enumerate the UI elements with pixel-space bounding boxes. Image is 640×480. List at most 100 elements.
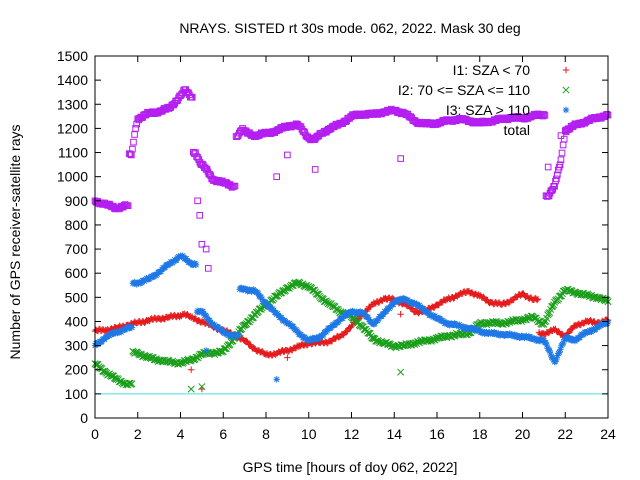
legend: I1: SZA < 70 I2: 70 <= SZA <= 110 I3: SZA … — [398, 62, 570, 138]
data-point — [258, 295, 266, 303]
y-tick-label: 200 — [65, 362, 89, 378]
data-point — [560, 339, 567, 347]
series-plus — [91, 287, 612, 359]
x-tick-label: 18 — [472, 426, 488, 442]
data-point — [552, 357, 559, 365]
data-point — [559, 141, 567, 149]
y-tick-label: 0 — [80, 410, 88, 426]
outlier-point — [187, 385, 195, 393]
data-point — [527, 312, 535, 320]
x-tick-label: 24 — [600, 426, 616, 442]
data-point — [558, 149, 566, 157]
data-point — [568, 325, 576, 333]
outlier-point — [284, 354, 291, 361]
data-point — [553, 355, 560, 363]
data-point — [539, 112, 547, 120]
data-point — [348, 323, 355, 330]
data-point — [126, 150, 134, 158]
legend-marker — [562, 66, 570, 74]
x-tick-label: 4 — [177, 426, 185, 442]
data-point — [203, 313, 210, 320]
y-tick-label: 800 — [65, 217, 89, 233]
data-point — [192, 149, 199, 156]
y-tick-label: 1500 — [57, 48, 88, 64]
series-asterisk — [91, 252, 612, 366]
data-point — [132, 125, 139, 132]
y-tick-label: 500 — [65, 289, 89, 305]
outlier-point — [196, 211, 204, 219]
data-markers — [91, 86, 612, 393]
x-tick-label: 20 — [515, 426, 531, 442]
data-point — [124, 202, 132, 209]
series-square — [91, 86, 612, 213]
x-tick-label: 22 — [557, 426, 573, 442]
outlier-point — [198, 383, 206, 391]
data-point — [542, 339, 550, 346]
data-point — [320, 331, 327, 339]
outlier-point — [397, 155, 404, 162]
data-point — [343, 328, 350, 335]
data-point — [371, 320, 379, 327]
outlier-point — [284, 151, 291, 159]
data-point — [557, 346, 564, 353]
data-point — [480, 293, 487, 301]
outlier-point — [397, 368, 405, 376]
data-point — [327, 324, 335, 331]
x-tick-label: 2 — [134, 426, 142, 442]
y-tick-label: 1200 — [57, 120, 88, 136]
legend-label: I3: SZA > 110 — [446, 102, 530, 118]
data-point — [257, 293, 265, 301]
data-point — [131, 131, 138, 138]
data-point — [274, 310, 281, 317]
data-point — [361, 311, 369, 318]
data-point — [420, 305, 427, 312]
data-point — [547, 350, 554, 358]
legend-label: total — [504, 122, 530, 138]
data-point — [130, 138, 137, 146]
outlier-point — [273, 376, 280, 383]
x-tick-label: 10 — [301, 426, 317, 442]
data-point — [335, 318, 343, 325]
y-axis-label: Number of GPS receiver-satellite rays — [7, 125, 23, 360]
x-tick-label: 14 — [386, 426, 402, 442]
outlier-point — [194, 197, 201, 205]
data-point — [94, 340, 102, 348]
x-axis-label: GPS time [hours of doy 062, 2022] — [243, 459, 458, 475]
data-point — [364, 314, 372, 321]
data-point — [556, 161, 564, 169]
data-point — [206, 317, 213, 324]
data-point — [383, 340, 392, 348]
data-point — [339, 315, 346, 322]
data-point — [554, 171, 561, 179]
data-point — [128, 324, 136, 331]
data-point — [559, 287, 567, 295]
data-point — [231, 182, 239, 190]
data-point — [331, 321, 339, 329]
y-tick-label: 700 — [65, 241, 89, 257]
x-tick-label: 0 — [91, 426, 99, 442]
y-tick-label: 400 — [65, 313, 89, 329]
data-point — [173, 256, 180, 264]
data-point — [416, 302, 423, 309]
outlier-point — [311, 166, 319, 173]
y-tick-label: 1100 — [58, 145, 88, 161]
y-tick-label: 900 — [65, 193, 89, 209]
outlier-point — [544, 163, 552, 171]
data-point — [222, 329, 230, 336]
data-point — [552, 177, 559, 185]
data-point — [192, 261, 200, 269]
data-point — [262, 300, 270, 307]
data-point — [533, 296, 541, 304]
data-point — [374, 317, 381, 324]
outlier-point — [204, 265, 212, 272]
data-point — [128, 380, 136, 388]
chart-title: NRAYS. SISTED rt 30s mode. 062, 2022. Ma… — [179, 20, 520, 36]
data-point — [199, 308, 207, 315]
y-tick-label: 1000 — [57, 169, 88, 185]
legend-marker — [562, 86, 570, 94]
data-point — [540, 320, 548, 328]
x-tick-label: 8 — [262, 426, 270, 442]
legend-label: I1: SZA < 70 — [453, 62, 531, 78]
data-point — [129, 145, 136, 153]
outlier-point — [202, 245, 210, 253]
